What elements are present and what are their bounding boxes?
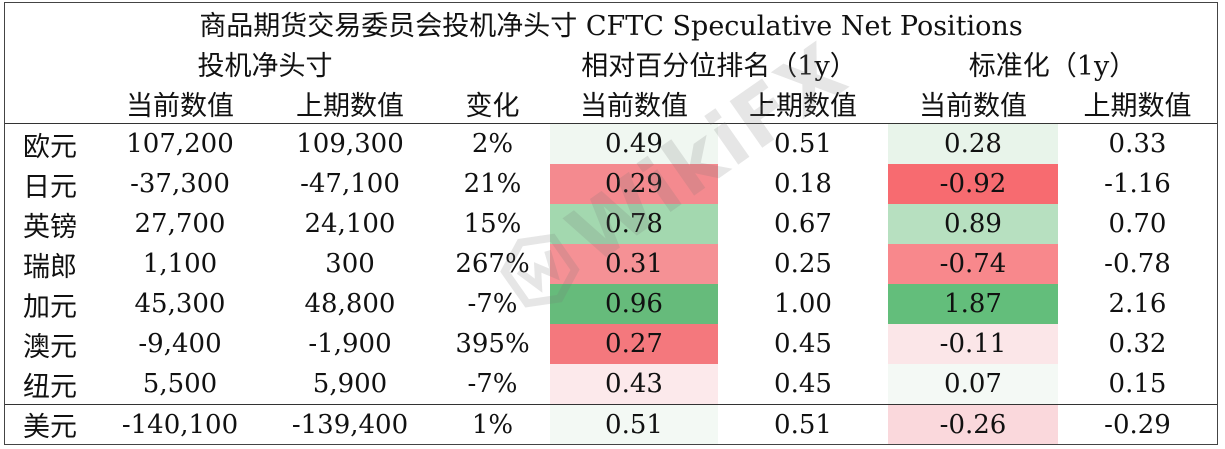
- col-header-pct-previous: 上期数值: [718, 83, 888, 124]
- cell-std-previous: -0.29: [1058, 404, 1217, 444]
- cell-previous: 24,100: [304, 209, 396, 239]
- group-header-standardized: 标准化（1y）: [968, 50, 1137, 82]
- currency-name: 英镑: [23, 211, 77, 243]
- currency-name: 欧元: [23, 131, 77, 163]
- cell-previous: 109,300: [296, 129, 404, 159]
- cell-previous: -1,900: [308, 329, 392, 359]
- col-header-previous: 上期数值: [265, 83, 435, 124]
- cell-pct-previous: 0.45: [774, 329, 832, 359]
- cell-std-current: 0.07: [888, 364, 1058, 405]
- cell-pct-current: 0.96: [550, 284, 718, 324]
- cell-pct-previous: 0.18: [774, 169, 832, 199]
- cell-current: -37,300: [130, 169, 230, 199]
- cell-current: -9,400: [138, 329, 222, 359]
- table-row: 美元 -140,100 -139,400 1% 0.51 0.51 -0.26 -0.29: [5, 404, 1217, 444]
- table-row: 欧元 107,200 109,300 2% 0.49 0.51 0.28 0.33: [5, 123, 1217, 164]
- cell-previous: 5,900: [312, 369, 388, 399]
- col-header-current: 当前数值: [95, 83, 265, 124]
- col-header-change: 变化: [435, 83, 550, 124]
- cell-pct-previous: 0.51: [718, 404, 888, 444]
- cell-current: 27,700: [134, 209, 226, 239]
- table-row: 纽元 5,500 5,900 -7% 0.43 0.45 0.07 0.15: [5, 364, 1217, 405]
- currency-name: 美元: [5, 404, 95, 444]
- cell-pct-previous: 1.00: [774, 289, 832, 319]
- group-header-percentile: 相对百分位排名（1y）: [581, 50, 857, 82]
- cell-change: 15%: [463, 209, 522, 239]
- cell-current: 45,300: [134, 289, 226, 319]
- cell-pct-previous: 0.45: [774, 369, 832, 399]
- cell-change: 1%: [435, 404, 550, 444]
- cell-std-previous: 0.15: [1108, 369, 1167, 399]
- cell-pct-current: 0.49: [550, 123, 718, 164]
- cell-pct-current: 0.51: [550, 404, 718, 444]
- cell-std-current: -0.26: [888, 404, 1058, 444]
- currency-name: 澳元: [23, 331, 77, 363]
- cell-std-previous: 0.32: [1108, 329, 1167, 359]
- cell-pct-current: 0.43: [550, 364, 718, 405]
- col-header-std-current: 当前数值: [888, 83, 1058, 124]
- cell-previous: 48,800: [304, 289, 396, 319]
- cell-change: 395%: [455, 329, 530, 359]
- cell-current: 107,200: [126, 129, 234, 159]
- cell-current: 5,500: [142, 369, 218, 399]
- cftc-positions-table: 商品期货交易委员会投机净头寸 CFTC Speculative Net Posi…: [5, 3, 1217, 444]
- cell-change: -7%: [467, 289, 518, 319]
- cell-std-previous: 0.33: [1108, 129, 1167, 159]
- cell-pct-current: 0.27: [550, 324, 718, 364]
- cell-pct-current: 0.31: [550, 244, 718, 284]
- cell-std-current: -0.92: [888, 164, 1058, 204]
- table-row: 日元 -37,300 -47,100 21% 0.29 0.18 -0.92 -1.16: [5, 164, 1217, 204]
- table-frame: [4, 2, 1218, 445]
- cell-std-previous: 2.16: [1108, 289, 1167, 319]
- cell-current: -140,100: [95, 404, 265, 444]
- cell-pct-current: 0.29: [550, 164, 718, 204]
- cell-change: 21%: [463, 169, 522, 199]
- cell-pct-previous: 0.51: [774, 129, 832, 159]
- cell-previous: 300: [325, 249, 375, 279]
- table-title: 商品期货交易委员会投机净头寸 CFTC Speculative Net Posi…: [199, 10, 1023, 42]
- cell-pct-current: 0.78: [550, 204, 718, 244]
- cell-previous: -139,400: [265, 404, 435, 444]
- cell-change: 267%: [455, 249, 530, 279]
- cell-std-current: 1.87: [888, 284, 1058, 324]
- currency-name: 纽元: [23, 371, 77, 403]
- table-row: 英镑 27,700 24,100 15% 0.78 0.67 0.89 0.70: [5, 204, 1217, 244]
- group-header-net: 投机净头寸: [197, 50, 333, 82]
- currency-name: 日元: [23, 171, 77, 203]
- currency-name: 瑞郎: [23, 251, 77, 283]
- cell-change: -7%: [467, 369, 518, 399]
- cell-std-current: -0.74: [888, 244, 1058, 284]
- cell-current: 1,100: [142, 249, 218, 279]
- table-row: 瑞郎 1,100 300 267% 0.31 0.25 -0.74 -0.78: [5, 244, 1217, 284]
- cell-std-current: -0.11: [888, 324, 1058, 364]
- cell-std-current: 0.28: [888, 123, 1058, 164]
- cell-pct-previous: 0.67: [774, 209, 832, 239]
- table-row: 澳元 -9,400 -1,900 395% 0.27 0.45 -0.11 0.32: [5, 324, 1217, 364]
- cell-std-previous: -1.16: [1104, 169, 1171, 199]
- col-header-pct-current: 当前数值: [550, 83, 718, 124]
- cell-std-previous: -0.78: [1104, 249, 1171, 279]
- cell-previous: -47,100: [300, 169, 400, 199]
- table-row: 加元 45,300 48,800 -7% 0.96 1.00 1.87 2.16: [5, 284, 1217, 324]
- cell-pct-previous: 0.25: [774, 249, 832, 279]
- cell-std-current: 0.89: [888, 204, 1058, 244]
- cell-std-previous: 0.70: [1108, 209, 1167, 239]
- cell-change: 2%: [471, 129, 514, 159]
- currency-name: 加元: [23, 291, 77, 323]
- col-header-std-previous: 上期数值: [1058, 83, 1217, 124]
